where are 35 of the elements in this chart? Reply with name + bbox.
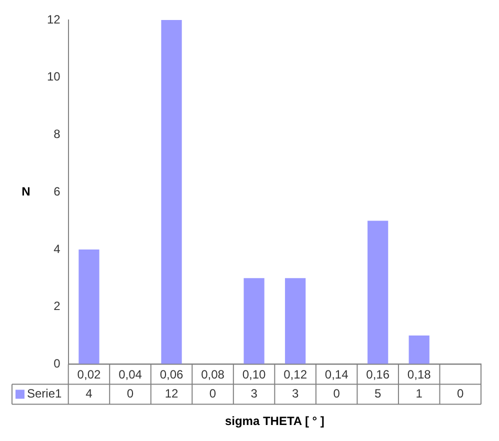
x-tick-label: 0,16 (366, 368, 390, 382)
x-tick-label: 0,18 (407, 368, 432, 382)
data-label: 3 (250, 386, 258, 401)
bar (408, 336, 430, 364)
x-tick-label: 0,04 (118, 368, 142, 382)
y-tick-label: 2 (54, 299, 61, 314)
x-tick-label: 0,14 (324, 368, 349, 382)
y-tick-label: 8 (54, 127, 61, 142)
data-label: 4 (86, 386, 93, 401)
data-label: 12 (164, 386, 179, 401)
data-label: 3 (292, 386, 299, 401)
y-tick-label: 10 (46, 70, 61, 84)
y-tick-label: 6 (54, 184, 61, 198)
x-tick-label: 0,06 (160, 368, 184, 382)
data-label: 0 (457, 386, 464, 401)
data-label: 1 (416, 386, 423, 401)
legend-label: Serie1 (27, 386, 62, 401)
data-label: 0 (333, 386, 340, 401)
x-axis-title: sigma THETA [ ° ] (224, 414, 324, 428)
data-label: 0 (126, 386, 134, 401)
data-label: 0 (209, 386, 216, 401)
bar (161, 20, 182, 364)
x-tick-label: 0,10 (242, 368, 266, 382)
bar (284, 278, 306, 364)
y-axis-title: N (22, 184, 30, 198)
x-tick-label: 0,12 (284, 368, 308, 382)
bar (368, 220, 388, 364)
bar (244, 278, 264, 364)
y-tick-label: 4 (54, 242, 61, 256)
x-tick-label: 0,08 (201, 368, 225, 382)
x-tick-label: 0,02 (77, 368, 101, 382)
data-label: 5 (374, 386, 382, 401)
y-tick-label: 12 (46, 12, 61, 26)
bar (78, 249, 100, 364)
y-tick-label: 0 (54, 356, 61, 371)
